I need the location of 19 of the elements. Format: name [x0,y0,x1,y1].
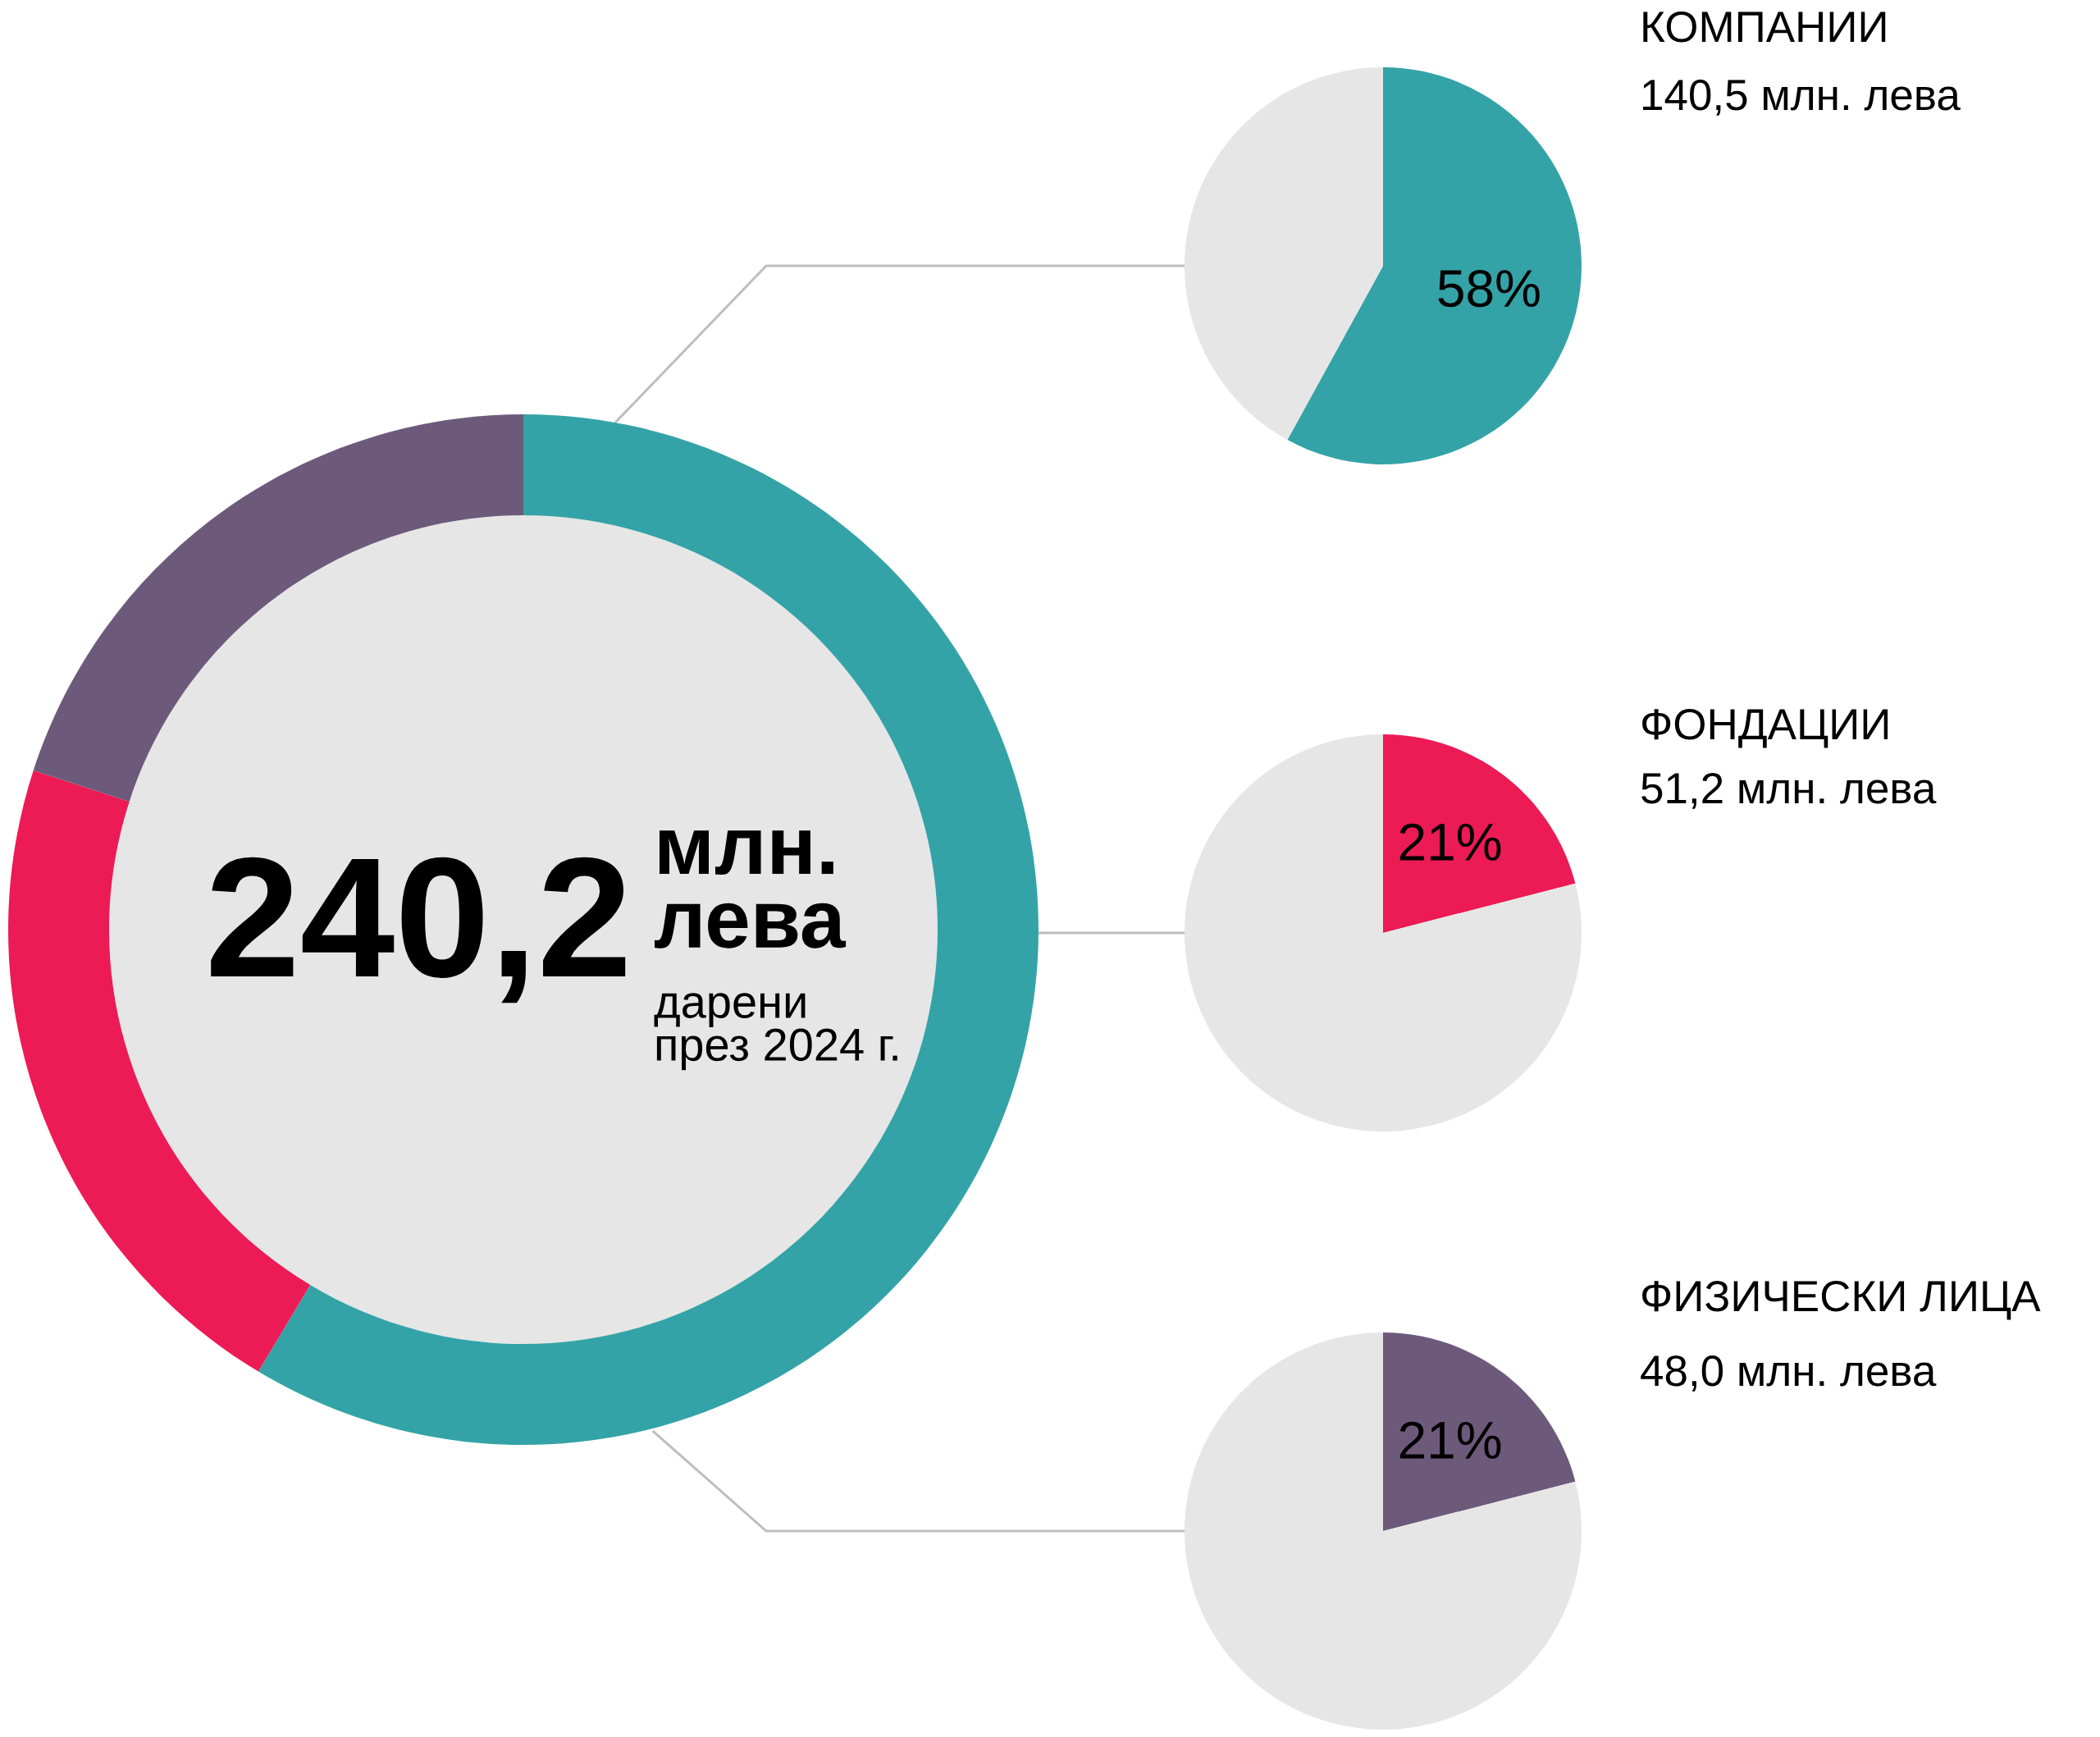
pie-slice [1185,734,1582,1131]
text: 51,2 млн. лева [1641,772,1937,809]
text: дарени през 2024 г. [654,993,897,1071]
pie-slice [1287,67,1582,464]
data-label: 21% [1399,823,1501,861]
text: 140,5 млн. лева [1643,79,1961,116]
pie-slice [1383,734,1576,933]
text: 48,0 млн. лева [1641,1355,1937,1392]
text: млн. лева [655,830,847,948]
data-label: 21% [1399,1421,1501,1459]
text: ФИЗИЧЕСКИ ЛИЦА [1642,1280,2041,1320]
text: 240,2 [211,857,626,1003]
text: КОМПАНИИ [1643,11,1886,43]
data-label: 58% [1438,269,1540,308]
pie-slice [1185,67,1383,441]
text: ФОНДАЦИИ [1642,708,1888,748]
pie-slice [1185,1332,1582,1730]
donut-slice [33,414,523,802]
pie-slice [1383,1332,1576,1531]
